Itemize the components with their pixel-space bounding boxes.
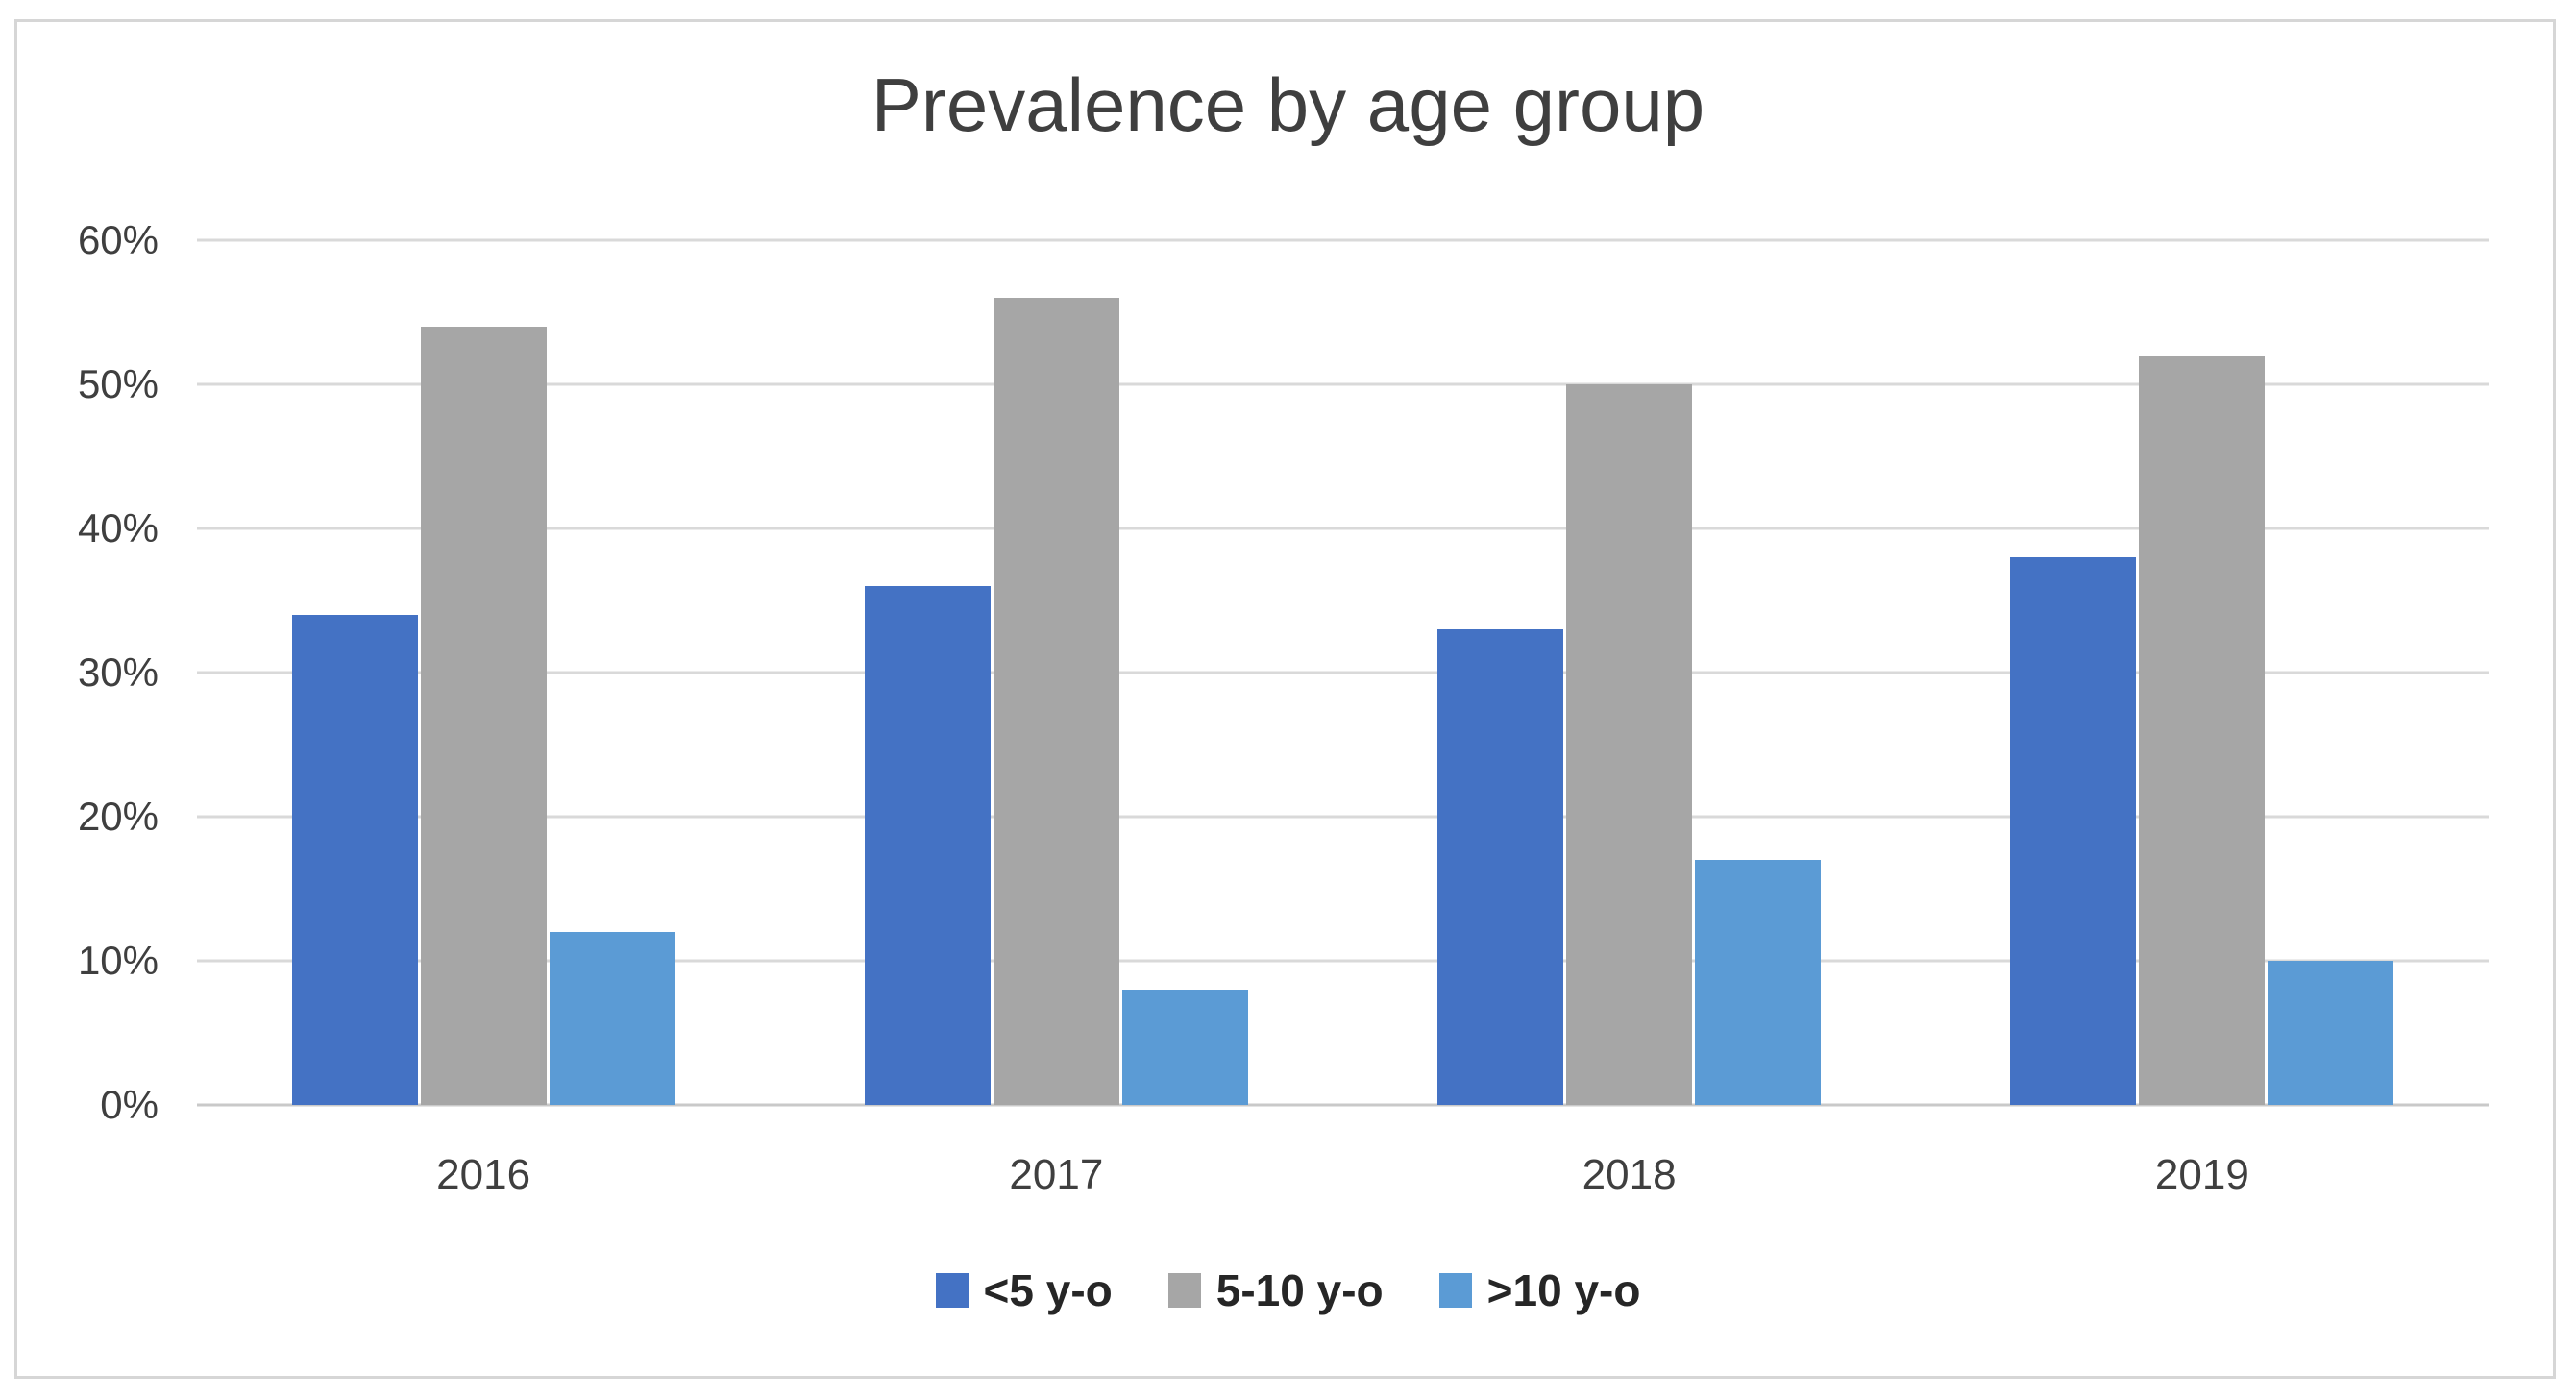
bar-group-2019 (1916, 240, 2489, 1105)
y-tick-label-40pct: 40% (77, 504, 159, 551)
gridline-50pct (197, 382, 2489, 386)
gridline-20pct (197, 815, 2489, 819)
legend-label-<5 y-o: <5 y-o (983, 1265, 1113, 1315)
y-tick-label-10pct: 10% (77, 938, 159, 983)
x-tick-label-2017: 2017 (1009, 1151, 1104, 1198)
x-tick-label-2016: 2016 (436, 1151, 531, 1198)
gridline-40pct (197, 527, 2489, 530)
plot-area (197, 238, 2489, 1107)
y-tick-label-30pct: 30% (77, 650, 159, 695)
y-tick-label-60pct: 60% (77, 217, 159, 262)
y-tick-label-20pct: 20% (77, 793, 159, 839)
bar-group-2017 (770, 240, 1342, 1105)
bar-2019->10 y-o (2268, 961, 2394, 1105)
gridline-30pct (197, 671, 2489, 674)
bar-groups (197, 240, 2489, 1105)
chart-title: Prevalence by age group (871, 62, 1705, 147)
y-tick-label-50pct: 50% (77, 360, 159, 406)
bar-2017-<5 y-o (864, 586, 991, 1105)
bar-2016-<5 y-o (291, 615, 418, 1105)
bar-2016-5-10 y-o (420, 327, 547, 1105)
bar-2019-5-10 y-o (2139, 356, 2266, 1105)
y-tick-label-0pct: 0% (100, 1082, 159, 1127)
bar-2017->10 y-o (1121, 990, 1248, 1105)
bar-2018-5-10 y-o (1566, 384, 1693, 1105)
bar-group-2016 (197, 240, 770, 1105)
x-axis-tick-labels: 2016 2017 2018 2019 (197, 1151, 2489, 1199)
legend-swatch-icon-<5 y-o (935, 1273, 969, 1308)
bar-2017-5-10 y-o (993, 298, 1119, 1105)
gridline-0pct (197, 1103, 2489, 1107)
legend-swatch-icon->10 y-o (1438, 1273, 1472, 1308)
bar-group-2018 (1343, 240, 1916, 1105)
bar-2018->10 y-o (1695, 860, 1822, 1105)
bar-2018-<5 y-o (1437, 629, 1564, 1105)
bar-2019-<5 y-o (2010, 557, 2137, 1105)
legend-label->10 y-o: >10 y-o (1486, 1265, 1641, 1315)
legend-item->10 y-o: >10 y-o (1438, 1264, 1641, 1316)
bar-2016->10 y-o (549, 932, 675, 1105)
gridline-60pct (197, 238, 2489, 242)
x-tick-label-2019: 2019 (2154, 1151, 2249, 1198)
legend: <5 y-o 5-10 y-o >10 y-o (0, 1264, 2576, 1316)
legend-item-<5 y-o: <5 y-o (935, 1264, 1113, 1316)
legend-label-5-10 y-o: 5-10 y-o (1215, 1265, 1384, 1315)
y-axis-tick-labels: 60% 50% 40% 30% 20% 10% 0% (24, 217, 159, 1127)
legend-swatch-icon-5-10 y-o (1167, 1273, 1201, 1308)
gridline-10pct (197, 959, 2489, 963)
x-tick-label-2018: 2018 (1582, 1151, 1677, 1198)
legend-item-5-10 y-o: 5-10 y-o (1167, 1264, 1384, 1316)
